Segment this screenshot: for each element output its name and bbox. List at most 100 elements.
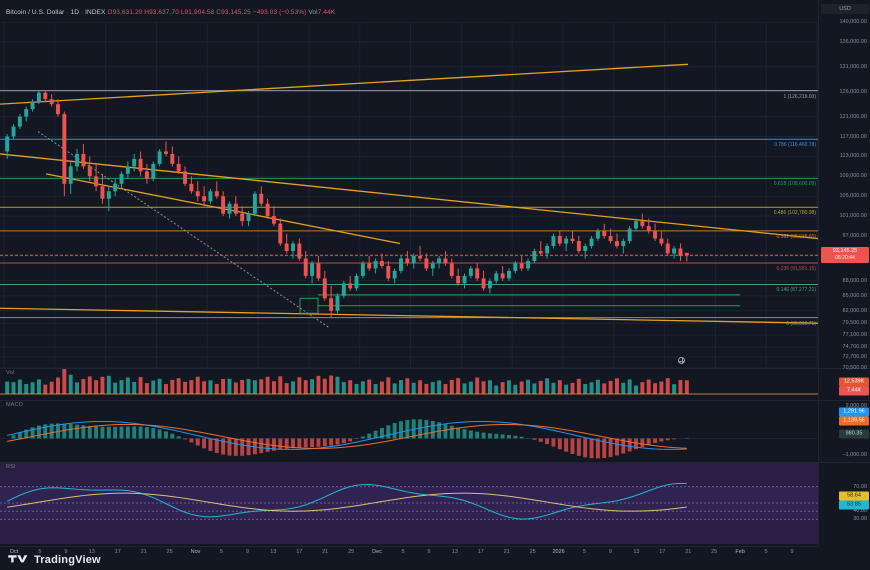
fib-level-label: 0 (80,619.71) — [786, 320, 816, 327]
time-axis-tick: 5 — [764, 549, 768, 555]
time-axis-tick: 9 — [608, 549, 612, 555]
time-axis-tick: 25 — [348, 549, 355, 555]
tradingview-mark-icon — [8, 555, 28, 563]
rsi-axis-tick: 70.00 — [853, 483, 867, 490]
rsi-series — [0, 482, 818, 520]
pane-divider-volume — [0, 368, 870, 369]
volume-pane-title[interactable]: Vol — [6, 370, 15, 376]
change-value: −493.03 (−0.53%) — [252, 9, 307, 16]
time-axis-tick: 9 — [245, 549, 249, 555]
fib-level-label: 0.786 (116,460.78) — [774, 142, 816, 149]
time-axis-tick: 21 — [140, 549, 147, 555]
price-axis-tick: 136,000.00 — [839, 38, 867, 45]
price-axis-tick: 121,000.00 — [839, 113, 867, 120]
fib-level-label: 0.146 (87,277.21) — [776, 287, 816, 294]
tradingview-wordmark: TradingView — [34, 554, 101, 566]
price-axis-tick: 85,000.00 — [842, 292, 867, 299]
time-axis-tick: Oct — [9, 549, 19, 555]
rsi-pane[interactable]: RSI — [0, 462, 818, 544]
price-axis-tick: 113,000.00 — [839, 153, 867, 160]
macd-value-badge: 1,291.96 — [839, 407, 869, 417]
volume-value-badge: 12,539K — [839, 377, 869, 387]
time-axis-tick: 17 — [114, 549, 121, 555]
price-axis-tick: 105,000.00 — [839, 193, 867, 200]
high-label: H — [144, 9, 150, 16]
interval-label[interactable]: 1D — [70, 9, 80, 16]
bar-countdown: 06:20:44 — [835, 255, 855, 262]
price-axis-tick: 82,000.00 — [842, 307, 867, 314]
time-axis-tick: 25 — [166, 549, 173, 555]
macd-series — [0, 419, 818, 459]
volume-value: 7.44K — [317, 9, 336, 16]
macd-pane[interactable]: MACD — [0, 400, 818, 462]
rsi-pane-title[interactable]: RSI — [6, 464, 16, 470]
candlestick-series — [0, 22, 818, 368]
volume-label: Vol — [308, 9, 318, 16]
rsi-value-badge: 53.85 — [839, 500, 869, 510]
pane-divider-macd — [0, 400, 870, 401]
time-axis-tick: 9 — [64, 549, 68, 555]
time-axis-tick: 9 — [427, 549, 431, 555]
macd-pane-title[interactable]: MACD — [6, 402, 23, 408]
price-axis-tick: 101,000.00 — [839, 213, 867, 220]
low-label: L — [180, 9, 185, 16]
time-axis-tick: 17 — [296, 549, 303, 555]
close-value: 93,145.25 — [221, 9, 251, 16]
legend-separator-1: · — [66, 9, 69, 16]
time-axis-tick: 21 — [322, 549, 329, 555]
time-axis-tick: Dec — [372, 549, 382, 555]
symbol-name[interactable]: Bitcoin / U.S. Dollar — [6, 9, 65, 16]
volume-pane[interactable]: Vol — [0, 368, 818, 400]
chart-marker-icon[interactable] — [678, 357, 685, 364]
price-axis-tick: 117,000.00 — [839, 133, 867, 140]
time-axis-tick: 13 — [270, 549, 277, 555]
time-axis[interactable]: Oct 5 9 13 17 21 25 Nov 5 9 13 17 21 25 Dec 5 9 13 17 21 25 2… — [0, 546, 818, 558]
price-axis-tick: 88,000.00 — [842, 277, 867, 284]
time-axis-tick: 5 — [38, 549, 42, 555]
price-axis-tick: 126,000.00 — [839, 88, 867, 95]
price-axis-tick: 70,500.00 — [842, 365, 867, 371]
time-axis-tick: 2026 — [552, 549, 565, 555]
rsi-value-badge: 58.64 — [839, 491, 869, 501]
volume-value-badge: 7.44K — [839, 386, 869, 396]
price-axis-tick: 72,700.00 — [842, 354, 867, 361]
price-pane[interactable] — [0, 22, 818, 368]
rsi-axis-tick: 30.00 — [853, 516, 867, 523]
macd-axis-tick: −1,000.00 — [842, 452, 867, 458]
pane-divider-rsi — [0, 462, 870, 463]
time-axis-tick: 25 — [711, 549, 718, 555]
price-axis-tick: 79,500.00 — [842, 320, 867, 327]
time-axis-tick: 5 — [401, 549, 405, 555]
time-axis-tick: Nov — [190, 549, 201, 555]
macd-value-badge: 980.35 — [839, 429, 869, 439]
time-axis-tick: 13 — [451, 549, 458, 555]
price-axis-tick: 109,000.00 — [839, 173, 867, 180]
close-label: C — [216, 9, 222, 16]
price-axis-tick: 74,700.00 — [842, 344, 867, 351]
legend-separator-2: · — [80, 9, 84, 16]
time-axis-tick: 5 — [583, 549, 587, 555]
time-axis-tick: 13 — [88, 549, 95, 555]
time-axis-tick: 25 — [529, 549, 536, 555]
time-axis-tick: 13 — [633, 549, 640, 555]
low-value: 91,904.58 — [184, 9, 215, 16]
time-axis-tick: 9 — [790, 549, 794, 555]
tradingview-logo[interactable]: TradingView — [8, 554, 101, 566]
macd-axis-tick: 2,000.00 — [845, 403, 867, 409]
time-axis-tick: Feb — [735, 549, 745, 555]
price-axis-tick: 97,000.00 — [842, 233, 867, 240]
chart-legend: Bitcoin / U.S. Dollar · 1D · INDEX O93,6… — [6, 8, 335, 18]
time-axis-tick: 21 — [503, 549, 510, 555]
macd-value-badge: 1,139.56 — [839, 416, 869, 426]
price-axis-tick: 140,000.00 — [839, 19, 867, 25]
currency-chip[interactable]: USD — [821, 4, 869, 14]
exchange-label: INDEX — [85, 9, 106, 16]
time-axis-tick: 5 — [219, 549, 223, 555]
fib-level-label: 0.486 (102,780.98) — [773, 210, 816, 217]
price-axis[interactable]: USD 140,000.00 136,000.00 131,000.00 126,00… — [818, 0, 870, 546]
current-price-badge[interactable]: 93,145.25 06:20:44 — [821, 247, 869, 264]
open-value: 93,631.20 — [112, 9, 143, 16]
high-value: 93,637.70 — [149, 9, 179, 16]
fib-level-label: 0.618 (108,600.09) — [773, 181, 816, 188]
